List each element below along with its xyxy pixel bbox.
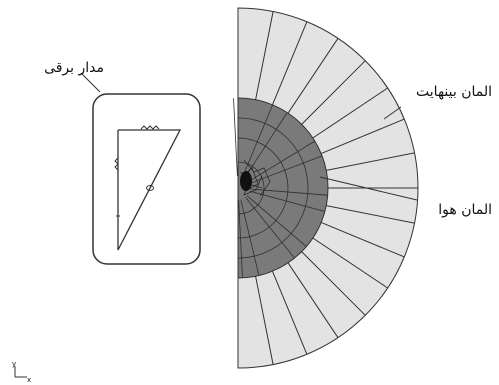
inner-mesh-ring bbox=[237, 137, 289, 239]
infinite-leader bbox=[383, 106, 402, 120]
inner-mesh-spoke bbox=[233, 98, 238, 177]
radial-mesh-line bbox=[271, 21, 308, 106]
inner-mesh-ring bbox=[237, 117, 309, 259]
inner-mesh-spoke bbox=[249, 155, 323, 185]
radial-mesh-line bbox=[312, 87, 388, 139]
air-leader bbox=[319, 176, 418, 201]
circuit-label: مدار برقی bbox=[44, 60, 104, 76]
y-axis-letter: y bbox=[12, 360, 16, 368]
circuit-frame bbox=[92, 93, 201, 265]
radial-mesh-line bbox=[255, 11, 274, 100]
x-axis-letter: x bbox=[27, 376, 31, 384]
source-symbol bbox=[146, 185, 154, 191]
inner-mesh-spoke bbox=[238, 199, 243, 278]
radial-mesh-line bbox=[320, 118, 405, 155]
inner-mesh-ring bbox=[237, 161, 265, 215]
inner-mesh-spoke bbox=[245, 197, 295, 259]
resistor-symbol bbox=[114, 157, 119, 171]
inner-mesh-spoke bbox=[247, 140, 316, 183]
inner-mesh-spoke bbox=[249, 190, 326, 212]
radial-mesh-line bbox=[326, 152, 415, 171]
radial-mesh-line bbox=[312, 237, 388, 289]
radial-mesh-line bbox=[255, 276, 274, 365]
radial-mesh-line bbox=[287, 262, 339, 338]
inner-mesh-spoke bbox=[244, 112, 288, 179]
radial-mesh-line bbox=[271, 270, 308, 355]
dense-core-mesh bbox=[239, 159, 271, 197]
radial-mesh-line bbox=[301, 251, 366, 316]
radial-mesh-line bbox=[287, 38, 339, 114]
inner-mesh-spoke bbox=[242, 104, 273, 178]
fem-mesh bbox=[233, 7, 419, 369]
infinite-element-label: المان بینهایت bbox=[416, 84, 492, 100]
radial-mesh-lines bbox=[237, 8, 418, 368]
radial-mesh-line bbox=[320, 221, 405, 258]
radial-mesh-line bbox=[301, 60, 366, 125]
circuit-leader bbox=[80, 72, 101, 93]
inner-mesh-spoke bbox=[246, 195, 307, 247]
air-element-label: المان هوا bbox=[438, 202, 492, 218]
inner-mesh-spoke bbox=[240, 199, 260, 276]
inner-mesh-spoke bbox=[249, 188, 328, 196]
inner-mesh-lines bbox=[233, 98, 328, 278]
core-conductor bbox=[240, 171, 252, 191]
axis-triad: y x bbox=[12, 360, 31, 384]
radial-mesh-line bbox=[326, 205, 415, 224]
circuit-box bbox=[92, 93, 201, 265]
inductor-symbol bbox=[140, 125, 160, 130]
